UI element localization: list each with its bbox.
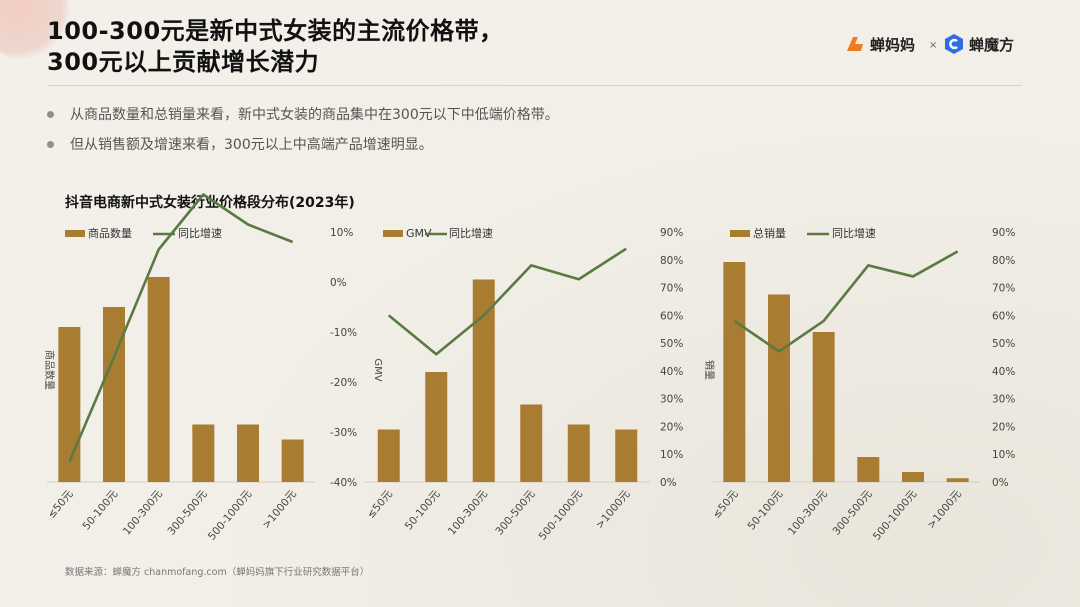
bullet-item-2: 但从销售额及增速来看，300元以上中高端产品增速明显。: [47, 134, 433, 154]
y2-tick-label: 0%: [660, 477, 677, 489]
bar: [812, 332, 835, 482]
logo-separator: ×: [929, 40, 938, 51]
x-tick-label: 500-1000元: [206, 488, 255, 543]
bar: [237, 424, 259, 482]
bar: [723, 262, 746, 482]
bullet-text-2: 但从销售额及增速来看，300元以上中高端产品增速明显。: [70, 137, 433, 153]
x-tick-label: 500-1000元: [871, 488, 920, 543]
y2-tick-label: -40%: [330, 477, 357, 489]
y-axis-label: 销量: [703, 360, 716, 380]
y2-tick-label: 90%: [992, 227, 1015, 239]
y-axis-label: GMV: [372, 358, 383, 381]
y2-tick-label: 10%: [330, 227, 353, 239]
bullet-dot-icon: [47, 110, 54, 118]
y2-tick-label: 50%: [992, 338, 1015, 350]
y2-tick-label: 80%: [992, 255, 1015, 267]
header-divider: [47, 85, 1022, 86]
chanmama-logo-text: 蝉妈妈: [870, 35, 916, 54]
legend-line-label: 同比增速: [449, 226, 493, 240]
chanmofang-logo-icon: [945, 34, 963, 54]
x-tick-label: ≤50元: [45, 488, 76, 521]
chanmofang-logo: 蝉魔方: [943, 33, 1014, 55]
y2-tick-label: 30%: [992, 394, 1015, 406]
y2-tick-label: -10%: [330, 327, 357, 339]
data-source-note: 数据来源：蝉魔方 chanmofang.com（蝉妈妈旗下行业研究数据平台）: [65, 567, 370, 578]
title-line-2: 300元以上贡献增长潜力: [47, 48, 320, 76]
legend-bar-swatch: [383, 230, 403, 237]
chanmama-logo-icon: [847, 37, 863, 51]
title-line-1: 100-300元是新中式女装的主流价格带，: [47, 17, 504, 45]
y2-tick-label: 0%: [330, 277, 347, 289]
y2-tick-label: 20%: [992, 421, 1015, 433]
y-axis-label: 商品数量: [43, 350, 56, 390]
y2-tick-label: 90%: [660, 227, 683, 239]
chart-title: 抖音电商新中式女装行业价格段分布(2023年): [65, 195, 355, 211]
legend-line-label: 同比增速: [832, 226, 876, 240]
bar: [377, 429, 400, 482]
x-tick-label: 100-300元: [786, 488, 830, 538]
x-tick-label: 100-300元: [446, 488, 490, 538]
bar: [857, 457, 880, 482]
bar: [103, 307, 125, 482]
y2-tick-label: 40%: [660, 366, 683, 378]
x-tick-label: ≤50元: [365, 488, 396, 521]
y2-tick-label: 0%: [992, 477, 1009, 489]
growth-line: [68, 193, 294, 463]
bar: [615, 429, 638, 482]
growth-line: [387, 247, 627, 356]
x-tick-label: 50-100元: [80, 488, 120, 533]
y2-tick-label: 10%: [660, 449, 683, 461]
x-tick-label: 300-500元: [830, 488, 874, 538]
y2-tick-label: 40%: [992, 366, 1015, 378]
y2-tick-label: 70%: [992, 283, 1015, 295]
bar: [946, 478, 969, 482]
y2-tick-label: 60%: [660, 310, 683, 322]
legend-bar-swatch: [730, 230, 750, 237]
y2-tick-label: 70%: [660, 283, 683, 295]
bar: [192, 424, 215, 482]
y2-tick-label: 60%: [992, 310, 1015, 322]
x-tick-label: 50-100元: [745, 488, 785, 533]
bar: [567, 424, 590, 482]
x-tick-label: 100-300元: [121, 488, 165, 538]
x-tick-label: >1000元: [594, 488, 633, 531]
x-tick-label: >1000元: [925, 488, 964, 531]
x-tick-label: ≤50元: [710, 488, 741, 521]
bar: [520, 404, 543, 482]
bar: [472, 279, 495, 482]
y2-tick-label: 10%: [992, 449, 1015, 461]
x-tick-label: 300-500元: [165, 488, 209, 538]
y2-tick-label: -30%: [330, 427, 357, 439]
bar: [147, 277, 170, 482]
y2-tick-label: 50%: [660, 338, 683, 350]
chanmofang-logo-text: 蝉魔方: [969, 35, 1015, 54]
bullet-item-1: 从商品数量和总销量来看，新中式女装的商品集中在300元以下中低端价格带。: [47, 104, 559, 124]
legend-bar-swatch: [65, 230, 85, 237]
x-tick-label: 300-500元: [493, 488, 537, 538]
bar: [58, 327, 81, 482]
bar: [902, 472, 924, 482]
x-tick-label: 50-100元: [403, 488, 443, 533]
bar: [768, 294, 790, 482]
legend-line-label: 同比增速: [178, 226, 222, 240]
bullet-text-1: 从商品数量和总销量来看，新中式女装的商品集中在300元以下中低端价格带。: [70, 107, 559, 123]
x-tick-label: 500-1000元: [537, 488, 586, 543]
y2-tick-label: 30%: [660, 394, 683, 406]
y2-tick-label: 20%: [660, 421, 683, 433]
legend-bar-label: GMV: [406, 227, 432, 240]
growth-line: [733, 250, 959, 353]
bullet-dot-icon: [47, 140, 54, 148]
x-tick-label: >1000元: [260, 488, 299, 531]
chanmama-logo: 蝉妈妈: [844, 33, 915, 55]
bar: [281, 439, 304, 482]
y2-tick-label: -20%: [330, 377, 357, 389]
legend-bar-label: 商品数量: [88, 226, 132, 240]
bar: [425, 372, 448, 482]
page-title: 100-300元是新中式女装的主流价格带， 300元以上贡献增长潜力: [47, 16, 504, 78]
legend-bar-label: 总销量: [753, 226, 786, 240]
y2-tick-label: 80%: [660, 255, 683, 267]
